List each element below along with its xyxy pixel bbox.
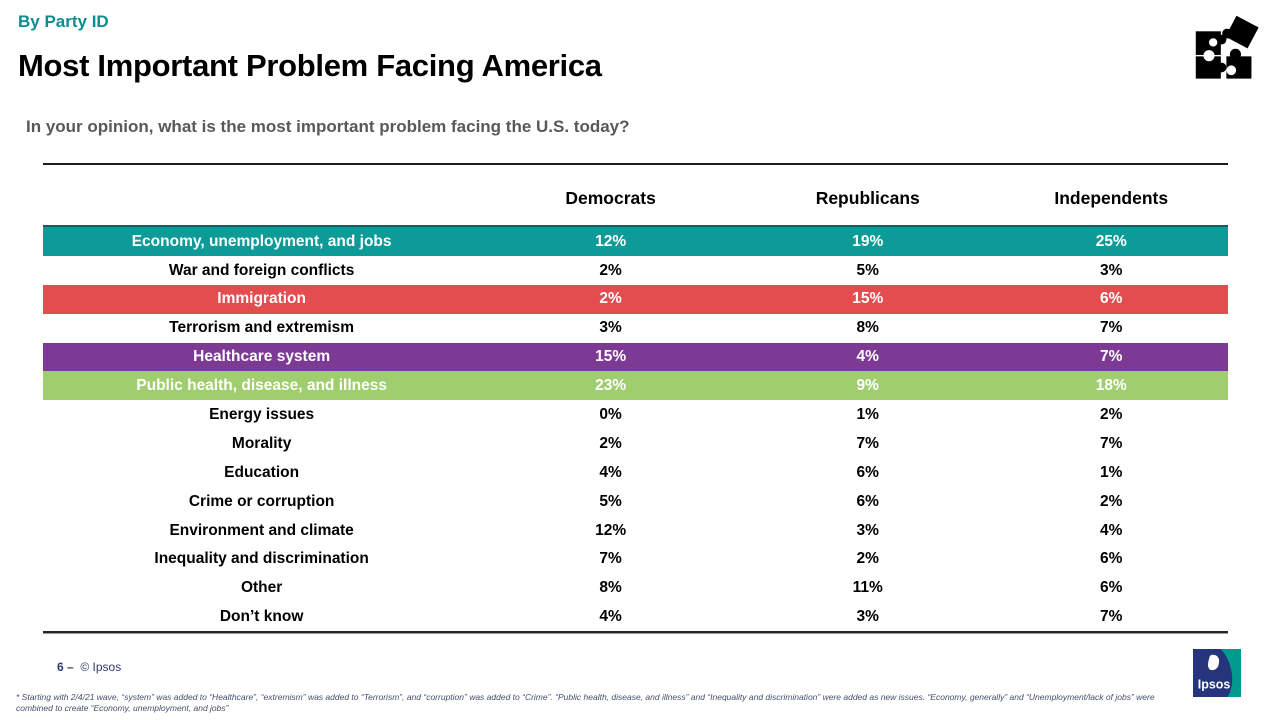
- table-row: Healthcare system 15% 4% 7%: [43, 342, 1228, 372]
- category-cell: Education: [224, 463, 300, 481]
- table-bottom-rule: [43, 631, 1228, 635]
- republicans-value-cell: 6%: [856, 492, 879, 510]
- independents-value-cell: 7%: [1100, 608, 1123, 626]
- republicans-value-cell: 9%: [856, 377, 879, 395]
- democrats-value-cell: 12%: [595, 521, 627, 539]
- democrats-value-cell: 2%: [599, 290, 622, 308]
- independents-value-cell: 6%: [1100, 290, 1123, 308]
- republicans-value-cell: 19%: [852, 232, 884, 250]
- republicans-value-cell: 5%: [856, 261, 879, 279]
- table-row: Economy, unemployment, and jobs 12% 19% 25%: [43, 225, 1228, 256]
- category-cell: Other: [240, 579, 283, 597]
- ipsos-logo-text: Ipsos: [1198, 677, 1231, 691]
- independents-value-cell: 1%: [1100, 463, 1123, 481]
- democrats-value-cell: 5%: [599, 492, 622, 510]
- republicans-value-cell: 6%: [856, 463, 879, 481]
- table-row: Education 4% 6% 1%: [43, 458, 1228, 487]
- puzzle-icon: [1190, 15, 1260, 80]
- category-cell: Public health, disease, and illness: [136, 377, 387, 395]
- republicans-value-cell: 7%: [856, 434, 879, 452]
- democrats-value-cell: 2%: [599, 434, 622, 452]
- democrats-value-cell: 2%: [599, 261, 622, 279]
- table-row: Terrorism and extremism 3% 8% 7%: [43, 314, 1228, 343]
- party-table-body: Economy, unemployment, and jobs 12% 19% 25%…: [43, 225, 1228, 631]
- table-row: Crime or corruption 5% 6% 2%: [43, 487, 1228, 516]
- category-cell: Terrorism and extremism: [169, 319, 355, 337]
- category-cell: Energy issues: [209, 406, 315, 424]
- independents-value-cell: 2%: [1100, 492, 1123, 510]
- republicans-value-cell: 15%: [852, 290, 884, 308]
- democrats-value-cell: 0%: [599, 406, 622, 424]
- republicans-value-cell: 3%: [856, 608, 879, 626]
- ipsos-logo: Ipsos: [1193, 649, 1241, 697]
- category-cell: Morality: [231, 434, 292, 452]
- independents-value-cell: 3%: [1100, 261, 1123, 279]
- republicans-value-cell: 1%: [856, 406, 879, 424]
- republicans-value-cell: 11%: [852, 579, 883, 597]
- table-row: Environment and climate 12% 3% 4%: [43, 516, 1228, 545]
- independents-value-cell: 4%: [1100, 521, 1123, 539]
- header-category: [43, 192, 480, 198]
- table-top-rule: [43, 163, 1228, 165]
- democrats-value-cell: 3%: [599, 319, 622, 337]
- table-row: Morality 2% 7% 7%: [43, 429, 1228, 458]
- table-row: Other 8% 11% 6%: [43, 574, 1228, 603]
- independents-value-cell: 2%: [1100, 406, 1123, 424]
- democrats-value-cell: 4%: [599, 463, 622, 481]
- category-cell: Environment and climate: [169, 521, 354, 539]
- independents-value-cell: 6%: [1100, 579, 1123, 597]
- independents-value-cell: 6%: [1100, 550, 1123, 568]
- table-row: Energy issues 0% 1% 2%: [43, 400, 1228, 429]
- footnote-line-1: * Starting with 2/4/21 wave, “system” wa…: [16, 692, 1155, 702]
- page-title: Most Important Problem Facing America: [18, 48, 602, 83]
- category-cell: Healthcare system: [193, 348, 331, 366]
- republicans-value-cell: 4%: [856, 348, 879, 366]
- survey-question: In your opinion, what is the most import…: [26, 117, 630, 136]
- header-republicans: Republicans: [815, 187, 920, 208]
- republicans-value-cell: 8%: [856, 319, 879, 337]
- footnote-line-2: combined to create “Economy, unemploymen…: [16, 703, 229, 713]
- category-cell: Inequality and discrimination: [154, 550, 369, 568]
- page-footer: 6 – © Ipsos: [57, 660, 121, 674]
- independents-value-cell: 7%: [1100, 434, 1123, 452]
- independents-value-cell: 18%: [1095, 377, 1127, 395]
- category-cell: Economy, unemployment, and jobs: [131, 232, 392, 250]
- table-row: Public health, disease, and illness 23% 9%…: [43, 371, 1228, 401]
- table-row: Don’t know 4% 3% 7%: [43, 603, 1228, 632]
- footnote: * Starting with 2/4/21 wave, “system” wa…: [16, 692, 1266, 714]
- category-cell: Immigration: [217, 290, 306, 308]
- republicans-value-cell: 3%: [856, 521, 879, 539]
- page-number: 6 –: [57, 660, 74, 674]
- independents-value-cell: 7%: [1100, 348, 1123, 366]
- independents-value-cell: 7%: [1100, 319, 1123, 337]
- kicker-by-party-id: By Party ID: [18, 12, 109, 31]
- category-cell: Crime or corruption: [188, 492, 335, 510]
- category-cell: War and foreign conflicts: [168, 261, 355, 279]
- democrats-value-cell: 15%: [595, 348, 627, 366]
- table-header-row: Democrats Republicans Independents: [43, 165, 1228, 225]
- table-row: Inequality and discrimination 7% 2% 6%: [43, 545, 1228, 574]
- table-row: War and foreign conflicts 2% 5% 3%: [43, 256, 1228, 285]
- independents-value-cell: 25%: [1095, 232, 1127, 250]
- republicans-value-cell: 2%: [856, 550, 879, 568]
- header-independents: Independents: [1054, 187, 1169, 208]
- category-cell: Don’t know: [219, 608, 304, 626]
- header-democrats: Democrats: [565, 187, 656, 208]
- table-row: Immigration 2% 15% 6%: [43, 284, 1228, 314]
- democrats-value-cell: 4%: [599, 608, 622, 626]
- democrats-value-cell: 8%: [599, 579, 622, 597]
- copyright: © Ipsos: [80, 660, 122, 674]
- democrats-value-cell: 7%: [599, 550, 622, 568]
- democrats-value-cell: 12%: [595, 232, 627, 250]
- party-table: Democrats Republicans Independents Econo…: [43, 163, 1228, 635]
- democrats-value-cell: 23%: [595, 377, 627, 395]
